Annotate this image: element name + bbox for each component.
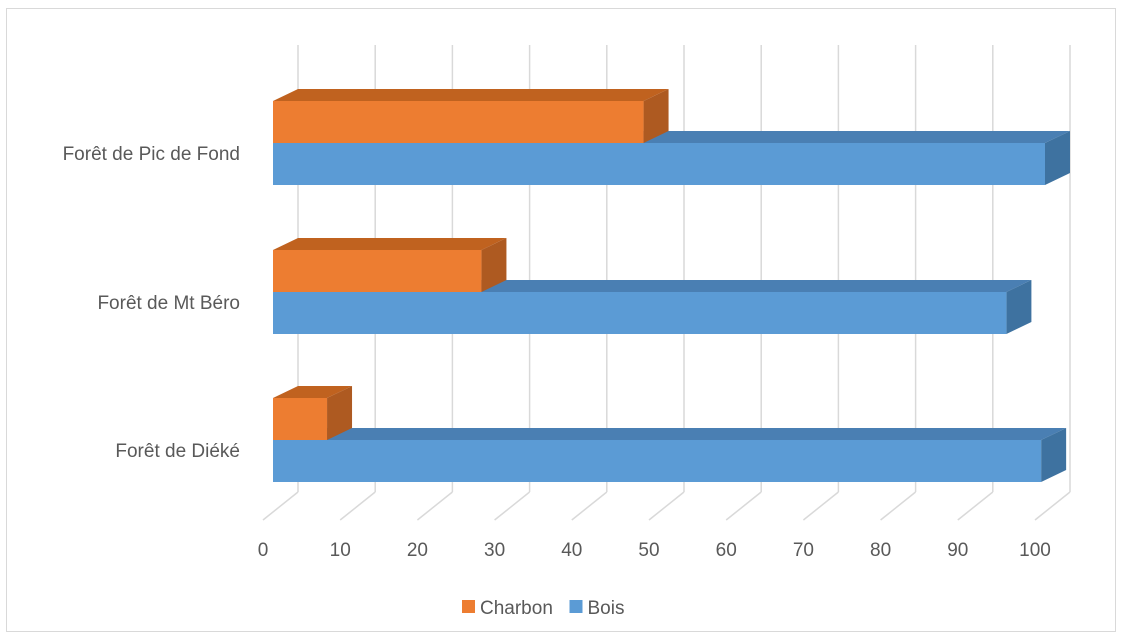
floor-gridline <box>880 491 917 521</box>
floor-gridline <box>725 491 762 521</box>
bar-charbon-top <box>273 89 669 101</box>
bar-charbon <box>273 238 507 292</box>
category-labels: Forêt de Pic de Fond Forêt de Mt Béro Forê… <box>63 144 240 462</box>
bar-bois-side <box>1041 428 1067 482</box>
x-tick-label: 30 <box>484 540 505 561</box>
legend-swatch-bois <box>569 600 583 613</box>
x-tick-label: 90 <box>947 540 968 561</box>
legend-label-charbon: Charbon <box>480 598 553 619</box>
x-tick-label: 80 <box>870 540 891 561</box>
x-tick-label: 50 <box>638 540 659 561</box>
bar-bois-front <box>273 440 1042 482</box>
bar-charbon-top <box>273 238 507 250</box>
bar-bois-top <box>273 428 1067 440</box>
x-tick-label: 20 <box>407 540 428 561</box>
category-label: Forêt de Pic de Fond <box>63 144 240 165</box>
floor-gridline <box>957 491 994 521</box>
x-axis-tick-labels: 0 10 20 30 40 50 60 70 80 90 100 <box>258 540 1051 561</box>
bar-charbon-front <box>273 101 644 143</box>
floor-gridline <box>416 491 453 521</box>
x-tick-label: 0 <box>258 540 269 561</box>
bar-charbon-front <box>273 250 482 292</box>
legend-label-bois: Bois <box>588 598 625 619</box>
bar-bois-front <box>273 143 1045 185</box>
x-tick-label: 60 <box>716 540 737 561</box>
bar-bois <box>273 428 1067 482</box>
floor-gridline <box>339 491 376 521</box>
bar-charbon-front <box>273 398 328 440</box>
bar-charbon <box>273 89 669 143</box>
bar-bois-side <box>1006 280 1032 334</box>
legend-swatch-charbon <box>462 600 475 613</box>
bar-charbon-top <box>273 386 353 398</box>
bar-charbon <box>273 386 353 440</box>
floor-gridline <box>802 491 839 521</box>
floor-gridline <box>571 491 608 521</box>
bar-charbon-side <box>327 386 353 440</box>
floor-gridline <box>494 491 531 521</box>
bar-bois-front <box>273 292 1007 334</box>
floor-gridline <box>1034 491 1071 521</box>
bars <box>273 89 1070 482</box>
floor-gridline <box>648 491 685 521</box>
x-tick-label: 70 <box>793 540 814 561</box>
floor-gridline <box>262 491 299 521</box>
x-tick-label: 100 <box>1019 540 1051 561</box>
x-tick-label: 10 <box>330 540 351 561</box>
x-tick-label: 40 <box>561 540 582 561</box>
bar-charbon-side <box>643 89 669 143</box>
legend: Charbon Bois <box>462 598 624 619</box>
bar-bois-side <box>1045 131 1070 185</box>
category-label: Forêt de Diéké <box>115 441 240 462</box>
bar-charbon-side <box>481 238 507 292</box>
category-label: Forêt de Mt Béro <box>97 293 240 314</box>
